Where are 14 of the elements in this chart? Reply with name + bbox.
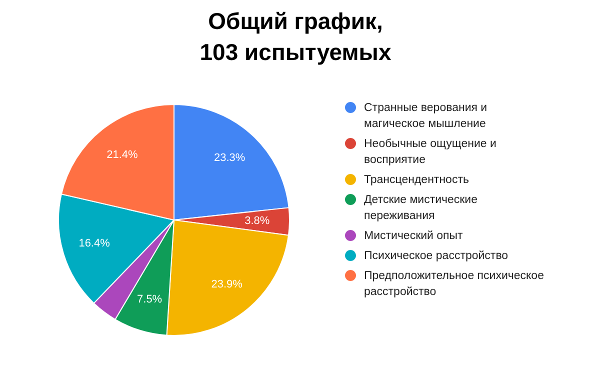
data-label: 21.4% — [106, 148, 138, 161]
chart-title: Общий график, 103 испытуемых — [198, 7, 392, 67]
data-label: 3.8% — [244, 215, 270, 228]
legend-label: Странные верования и магическое мышление — [364, 101, 488, 132]
legend-label: Детские мистические переживания — [364, 193, 478, 224]
legend-label: Предположительное психическое расстройство — [364, 269, 545, 300]
data-label: 7.5% — [137, 294, 162, 306]
legend-label: Трансцендентность — [364, 173, 469, 188]
data-label: 23.9% — [211, 278, 243, 290]
data-label: 23.3% — [214, 152, 246, 164]
data-label: 16.4% — [78, 238, 110, 250]
legend-label: Необычные ощущение и восприятие — [364, 137, 498, 168]
legend-label: Психическое расстройство — [364, 249, 508, 264]
legend-label: Мистический опыт — [364, 229, 463, 244]
